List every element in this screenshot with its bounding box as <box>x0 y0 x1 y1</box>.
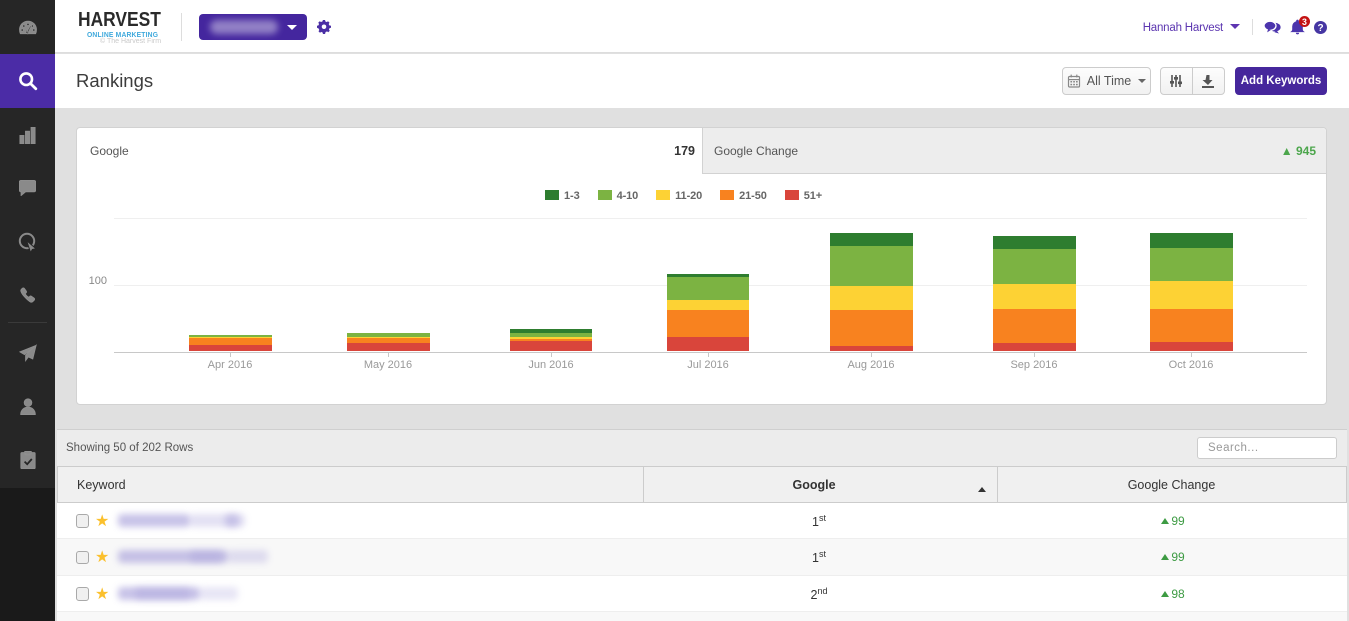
svg-text:3: 3 <box>1302 17 1307 27</box>
svg-text:?: ? <box>1317 23 1323 34</box>
